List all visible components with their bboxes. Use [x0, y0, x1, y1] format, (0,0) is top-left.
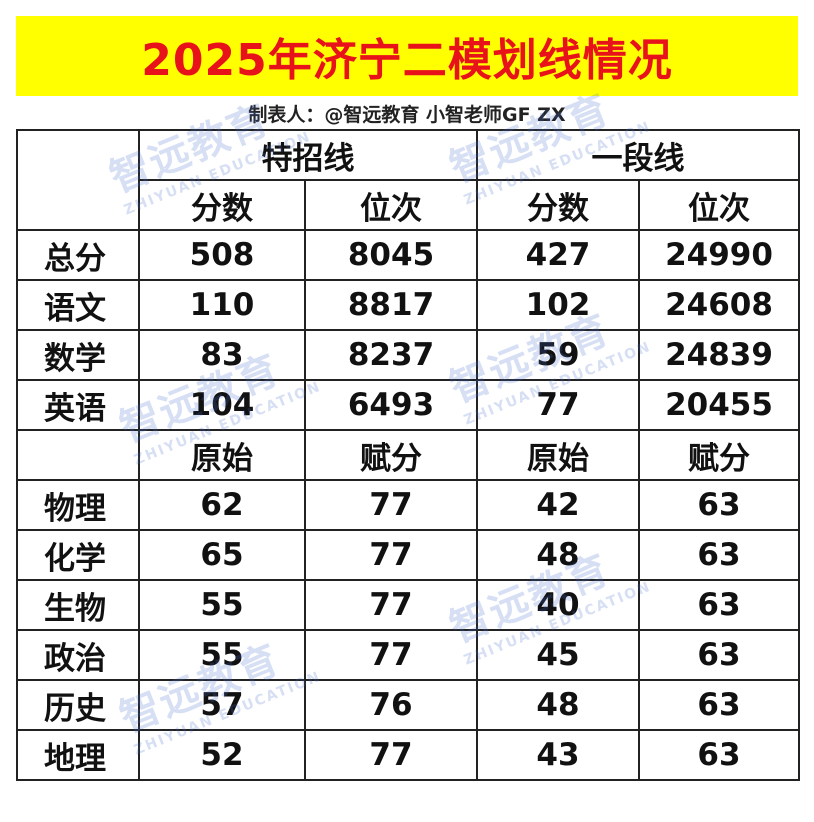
sub-header-cell: 原始 — [476, 430, 640, 480]
title-banner: 2025年济宁二模划线情况 — [16, 16, 798, 96]
table-cell: 62 — [138, 479, 306, 531]
subject-sub-header-row: 原始 赋分 原始 赋分 — [16, 430, 800, 480]
table-cell: 83 — [138, 329, 306, 381]
sub-header-row: 分数 位次 分数 位次 — [17, 179, 800, 231]
table-row: 生物 55 77 40 63 — [16, 579, 800, 631]
table-cell: 24608 — [638, 279, 800, 331]
table-cell: 77 — [304, 529, 478, 581]
table-cell: 102 — [476, 279, 640, 331]
sub-header-cell: 位次 — [304, 179, 478, 231]
sub-header-cell: 分数 — [138, 179, 306, 231]
table-cell: 52 — [138, 729, 306, 781]
row-label: 数学 — [16, 329, 140, 381]
group-header-row: 特招线 一段线 — [16, 129, 800, 231]
table-cell: 427 — [476, 229, 640, 281]
table-row: 语文 110 8817 102 24608 — [16, 279, 800, 331]
table-cell: 8237 — [304, 329, 478, 381]
table-cell: 57 — [138, 679, 306, 731]
table-cell: 40 — [476, 579, 640, 631]
table-row: 数学 83 8237 59 24839 — [16, 329, 800, 381]
row-label: 地理 — [16, 729, 140, 781]
table-row: 物理 62 77 42 63 — [16, 479, 800, 531]
table-cell: 24839 — [638, 329, 800, 381]
row-label: 总分 — [16, 229, 140, 281]
sub-header-cell: 赋分 — [638, 430, 800, 480]
sub-header-cell: 原始 — [138, 430, 306, 480]
group-header-yiduan: 一段线 — [476, 129, 800, 181]
row-label: 英语 — [16, 379, 140, 431]
sub-header-cell: 位次 — [638, 179, 800, 231]
table-cell: 77 — [304, 629, 478, 681]
table-cell: 42 — [476, 479, 640, 531]
table-row: 历史 57 76 48 63 — [16, 679, 800, 731]
row-label: 化学 — [16, 529, 140, 581]
row-label: 生物 — [16, 579, 140, 631]
table-cell: 63 — [638, 529, 800, 581]
row-label: 物理 — [16, 479, 140, 531]
table-cell: 48 — [476, 529, 640, 581]
group-header-tezhao: 特招线 — [138, 129, 478, 181]
table-cell: 77 — [476, 379, 640, 431]
sub-header-cell: 赋分 — [304, 430, 478, 480]
table-cell: 6493 — [304, 379, 478, 431]
table-cell: 63 — [638, 729, 800, 781]
table-cell: 59 — [476, 329, 640, 381]
table-cell: 65 — [138, 529, 306, 581]
corner-cell — [16, 129, 140, 231]
table-cell: 110 — [138, 279, 306, 331]
table-cell: 63 — [638, 629, 800, 681]
table-cell: 77 — [304, 729, 478, 781]
table-cell: 63 — [638, 579, 800, 631]
row-label: 政治 — [16, 629, 140, 681]
score-line-table: 特招线 一段线 分数 位次 分数 位次 总分 508 8045 427 2499… — [16, 129, 800, 781]
table-cell: 104 — [138, 379, 306, 431]
table-cell: 76 — [304, 679, 478, 731]
row-label: 历史 — [16, 679, 140, 731]
table-cell: 55 — [138, 629, 306, 681]
row-label: 语文 — [16, 279, 140, 331]
table-cell: 48 — [476, 679, 640, 731]
table-row: 总分 508 8045 427 24990 — [16, 229, 800, 281]
table-maker-credit: 制表人：@智远教育 小智老师GF ZX — [248, 103, 566, 126]
table-row: 英语 104 6493 77 20455 — [16, 379, 800, 431]
table-row: 化学 65 77 48 63 — [16, 529, 800, 581]
table-cell: 8045 — [304, 229, 478, 281]
table-cell: 43 — [476, 729, 640, 781]
table-cell: 45 — [476, 629, 640, 681]
page-title: 2025年济宁二模划线情况 — [141, 35, 673, 86]
table-cell: 24990 — [638, 229, 800, 281]
empty-label-cell — [16, 430, 140, 480]
table-cell: 63 — [638, 679, 800, 731]
table-cell: 8817 — [304, 279, 478, 331]
table-cell: 63 — [638, 479, 800, 531]
table-row: 政治 55 77 45 63 — [16, 629, 800, 681]
table-cell: 77 — [304, 479, 478, 531]
table-cell: 77 — [304, 579, 478, 631]
table-cell: 508 — [138, 229, 306, 281]
table-cell: 55 — [138, 579, 306, 631]
table-cell: 20455 — [638, 379, 800, 431]
sub-header-cell: 分数 — [476, 179, 640, 231]
table-row: 地理 52 77 43 63 — [16, 729, 800, 781]
